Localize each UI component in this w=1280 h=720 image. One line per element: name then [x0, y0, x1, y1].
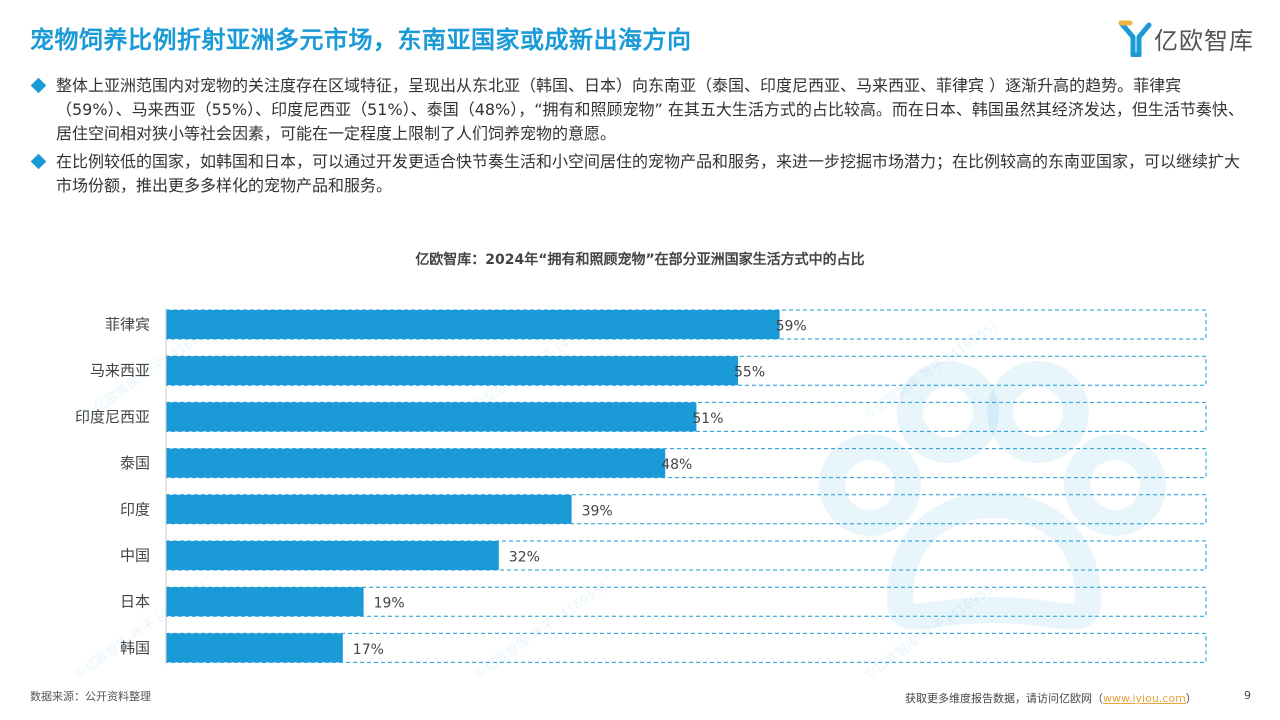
value-label: 48%	[661, 457, 692, 473]
bar	[166, 541, 499, 570]
category-label: 泰国	[120, 454, 150, 472]
bar	[166, 356, 738, 386]
value-label: 39%	[582, 503, 613, 519]
category-label: 中国	[120, 547, 150, 565]
logo-text: 亿欧智库	[1154, 26, 1254, 55]
footer-note-suffix: ）	[1185, 692, 1197, 705]
category-label: 菲律宾	[105, 316, 150, 334]
bar	[166, 494, 572, 524]
value-label: 32%	[509, 550, 540, 566]
category-label: 日本	[120, 593, 150, 611]
category-label: 韩国	[120, 639, 150, 657]
bar	[166, 448, 666, 478]
data-source: 数据来源：公开资料整理	[30, 690, 151, 703]
bar	[166, 310, 780, 339]
bar	[166, 402, 697, 432]
website-link[interactable]: www.iyiou.com	[1103, 692, 1186, 705]
value-label: 51%	[692, 411, 723, 427]
bullet-text: 在比例较低的国家，如韩国和日本，可以通过开发更适合快节奏生活和小空间居住的宠物产…	[56, 152, 1241, 195]
chart-title: 亿欧智库：2024年“拥有和照顾宠物”在部分亚洲国家生活方式中的占比	[415, 252, 865, 268]
category-label: 马来西亚	[90, 362, 150, 380]
category-label: 印度尼西亚	[75, 408, 150, 426]
summary-bullets: 整体上亚洲范围内对宠物的关注度存在区域特征，呈现出从东北亚（韩国、日本）向东南亚…	[30, 74, 1255, 202]
footer-note-prefix: 获取更多维度报告数据，请访问亿欧网（	[905, 692, 1103, 705]
bar	[166, 587, 364, 617]
value-label: 59%	[776, 319, 807, 335]
value-label: 17%	[353, 642, 384, 658]
category-label: 印度	[120, 500, 150, 518]
footer-note: 获取更多维度报告数据，请访问亿欧网（www.iyiou.com）	[905, 690, 1197, 706]
value-label: 19%	[374, 596, 405, 612]
page-title: 宠物饲养比例折射亚洲多元市场，东南亚国家或成新出海方向	[30, 26, 692, 54]
bar	[166, 633, 343, 663]
logo: 亿欧智库	[1118, 18, 1254, 58]
page-number: 9	[1244, 689, 1251, 702]
bullet-item: 在比例较低的国家，如韩国和日本，可以通过开发更适合快节奏生活和小空间居住的宠物产…	[30, 150, 1255, 198]
bullet-item: 整体上亚洲范围内对宠物的关注度存在区域特征，呈现出从东北亚（韩国、日本）向东南亚…	[30, 74, 1255, 146]
bullet-text: 整体上亚洲范围内对宠物的关注度存在区域特征，呈现出从东北亚（韩国、日本）向东南亚…	[56, 76, 1244, 143]
logo-icon	[1118, 20, 1152, 57]
value-label: 55%	[734, 365, 765, 381]
